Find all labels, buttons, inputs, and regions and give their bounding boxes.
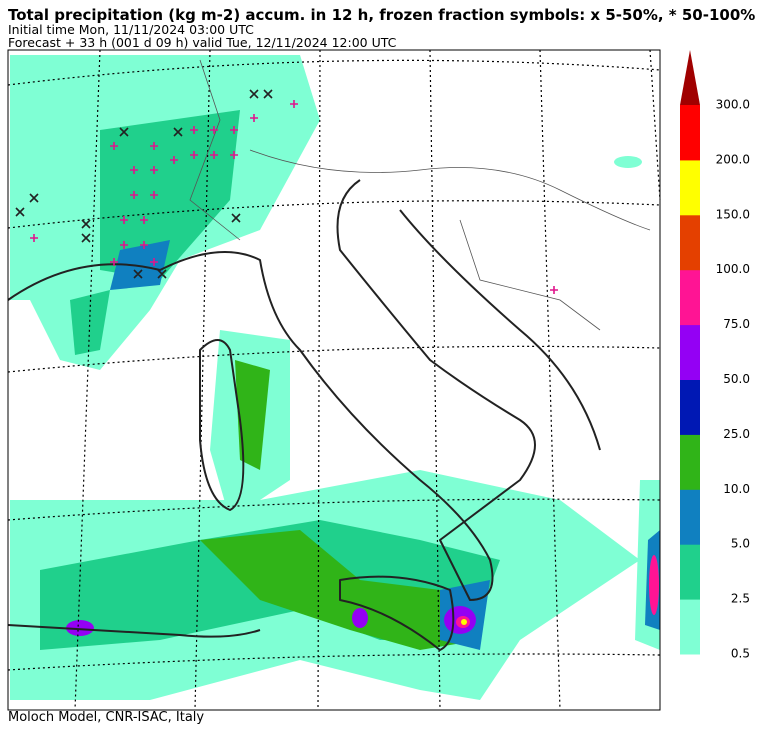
colorbar-label: 150.0 bbox=[716, 207, 750, 221]
colorbar: 0.5 2.5 5.0 10.0 25.0 50.0 75.0 100.0 150.0 200.0… bbox=[680, 50, 750, 661]
colorbar-segment bbox=[680, 214, 700, 271]
colorbar-label: 2.5 bbox=[731, 592, 750, 606]
precip-area bbox=[614, 156, 642, 168]
borders bbox=[189, 59, 651, 331]
forecast-time: Forecast + 33 h (001 d 09 h) valid Tue, … bbox=[8, 35, 397, 50]
parallel bbox=[7, 345, 661, 373]
initial-time: Initial time Mon, 11/11/2024 03:00 UTC bbox=[8, 22, 254, 37]
colorbar-segment bbox=[680, 105, 700, 161]
coastline bbox=[199, 339, 245, 511]
border bbox=[459, 219, 601, 331]
precip-area bbox=[235, 360, 270, 470]
precip-area bbox=[100, 110, 240, 280]
precip-area bbox=[110, 240, 170, 290]
precip-area bbox=[66, 620, 94, 636]
meridian bbox=[74, 49, 101, 711]
parallel bbox=[7, 653, 661, 671]
colorbar-segment bbox=[680, 159, 700, 216]
colorbar-segment bbox=[680, 269, 700, 326]
border bbox=[189, 59, 241, 241]
footer: Moloch Model, CNR-ISAC, Italy bbox=[8, 710, 205, 725]
precip-area bbox=[352, 608, 368, 628]
colorbar-label: 200.0 bbox=[716, 152, 750, 166]
colorbar-segment bbox=[680, 599, 700, 655]
colorbar-label: 5.0 bbox=[731, 537, 750, 551]
colorbar-segment bbox=[680, 379, 700, 435]
coastline bbox=[7, 179, 536, 601]
title: Total precipitation (kg m-2) accum. in 1… bbox=[8, 6, 756, 24]
colorbar-label: 300.0 bbox=[716, 98, 750, 112]
precip-area bbox=[70, 290, 110, 355]
colorbar-segment bbox=[680, 434, 700, 490]
parallel bbox=[7, 498, 661, 521]
graticule bbox=[7, 49, 661, 711]
map-frame bbox=[7, 49, 661, 711]
coastline bbox=[339, 575, 455, 651]
colorbar-extension bbox=[680, 50, 700, 105]
colorbar-label: 10.0 bbox=[723, 482, 750, 496]
coastline bbox=[7, 624, 261, 638]
snow-symbol bbox=[30, 100, 558, 294]
precip-area bbox=[649, 555, 659, 615]
parallel bbox=[7, 200, 661, 229]
snow-symbols bbox=[30, 100, 558, 294]
colorbar-segment bbox=[680, 544, 700, 600]
colorbar-label: 50.0 bbox=[723, 372, 750, 386]
meridian bbox=[429, 49, 441, 711]
meridian bbox=[317, 49, 321, 711]
meridian bbox=[194, 49, 211, 711]
colorbar-label: 25.0 bbox=[723, 427, 750, 441]
colorbar-label: 0.5 bbox=[731, 647, 750, 661]
mixed-symbol bbox=[15, 89, 273, 279]
coastline bbox=[399, 209, 601, 451]
colorbar-label: 75.0 bbox=[723, 317, 750, 331]
coastlines bbox=[7, 179, 601, 651]
meridian bbox=[649, 49, 661, 201]
colorbar-label: 100.0 bbox=[716, 262, 750, 276]
border bbox=[249, 149, 651, 231]
precip-area bbox=[461, 619, 467, 625]
precipitation bbox=[10, 55, 660, 700]
colorbar-segment bbox=[680, 489, 700, 545]
mixed-symbols bbox=[15, 89, 273, 279]
meridian bbox=[539, 49, 561, 711]
colorbar-segment bbox=[680, 324, 700, 380]
